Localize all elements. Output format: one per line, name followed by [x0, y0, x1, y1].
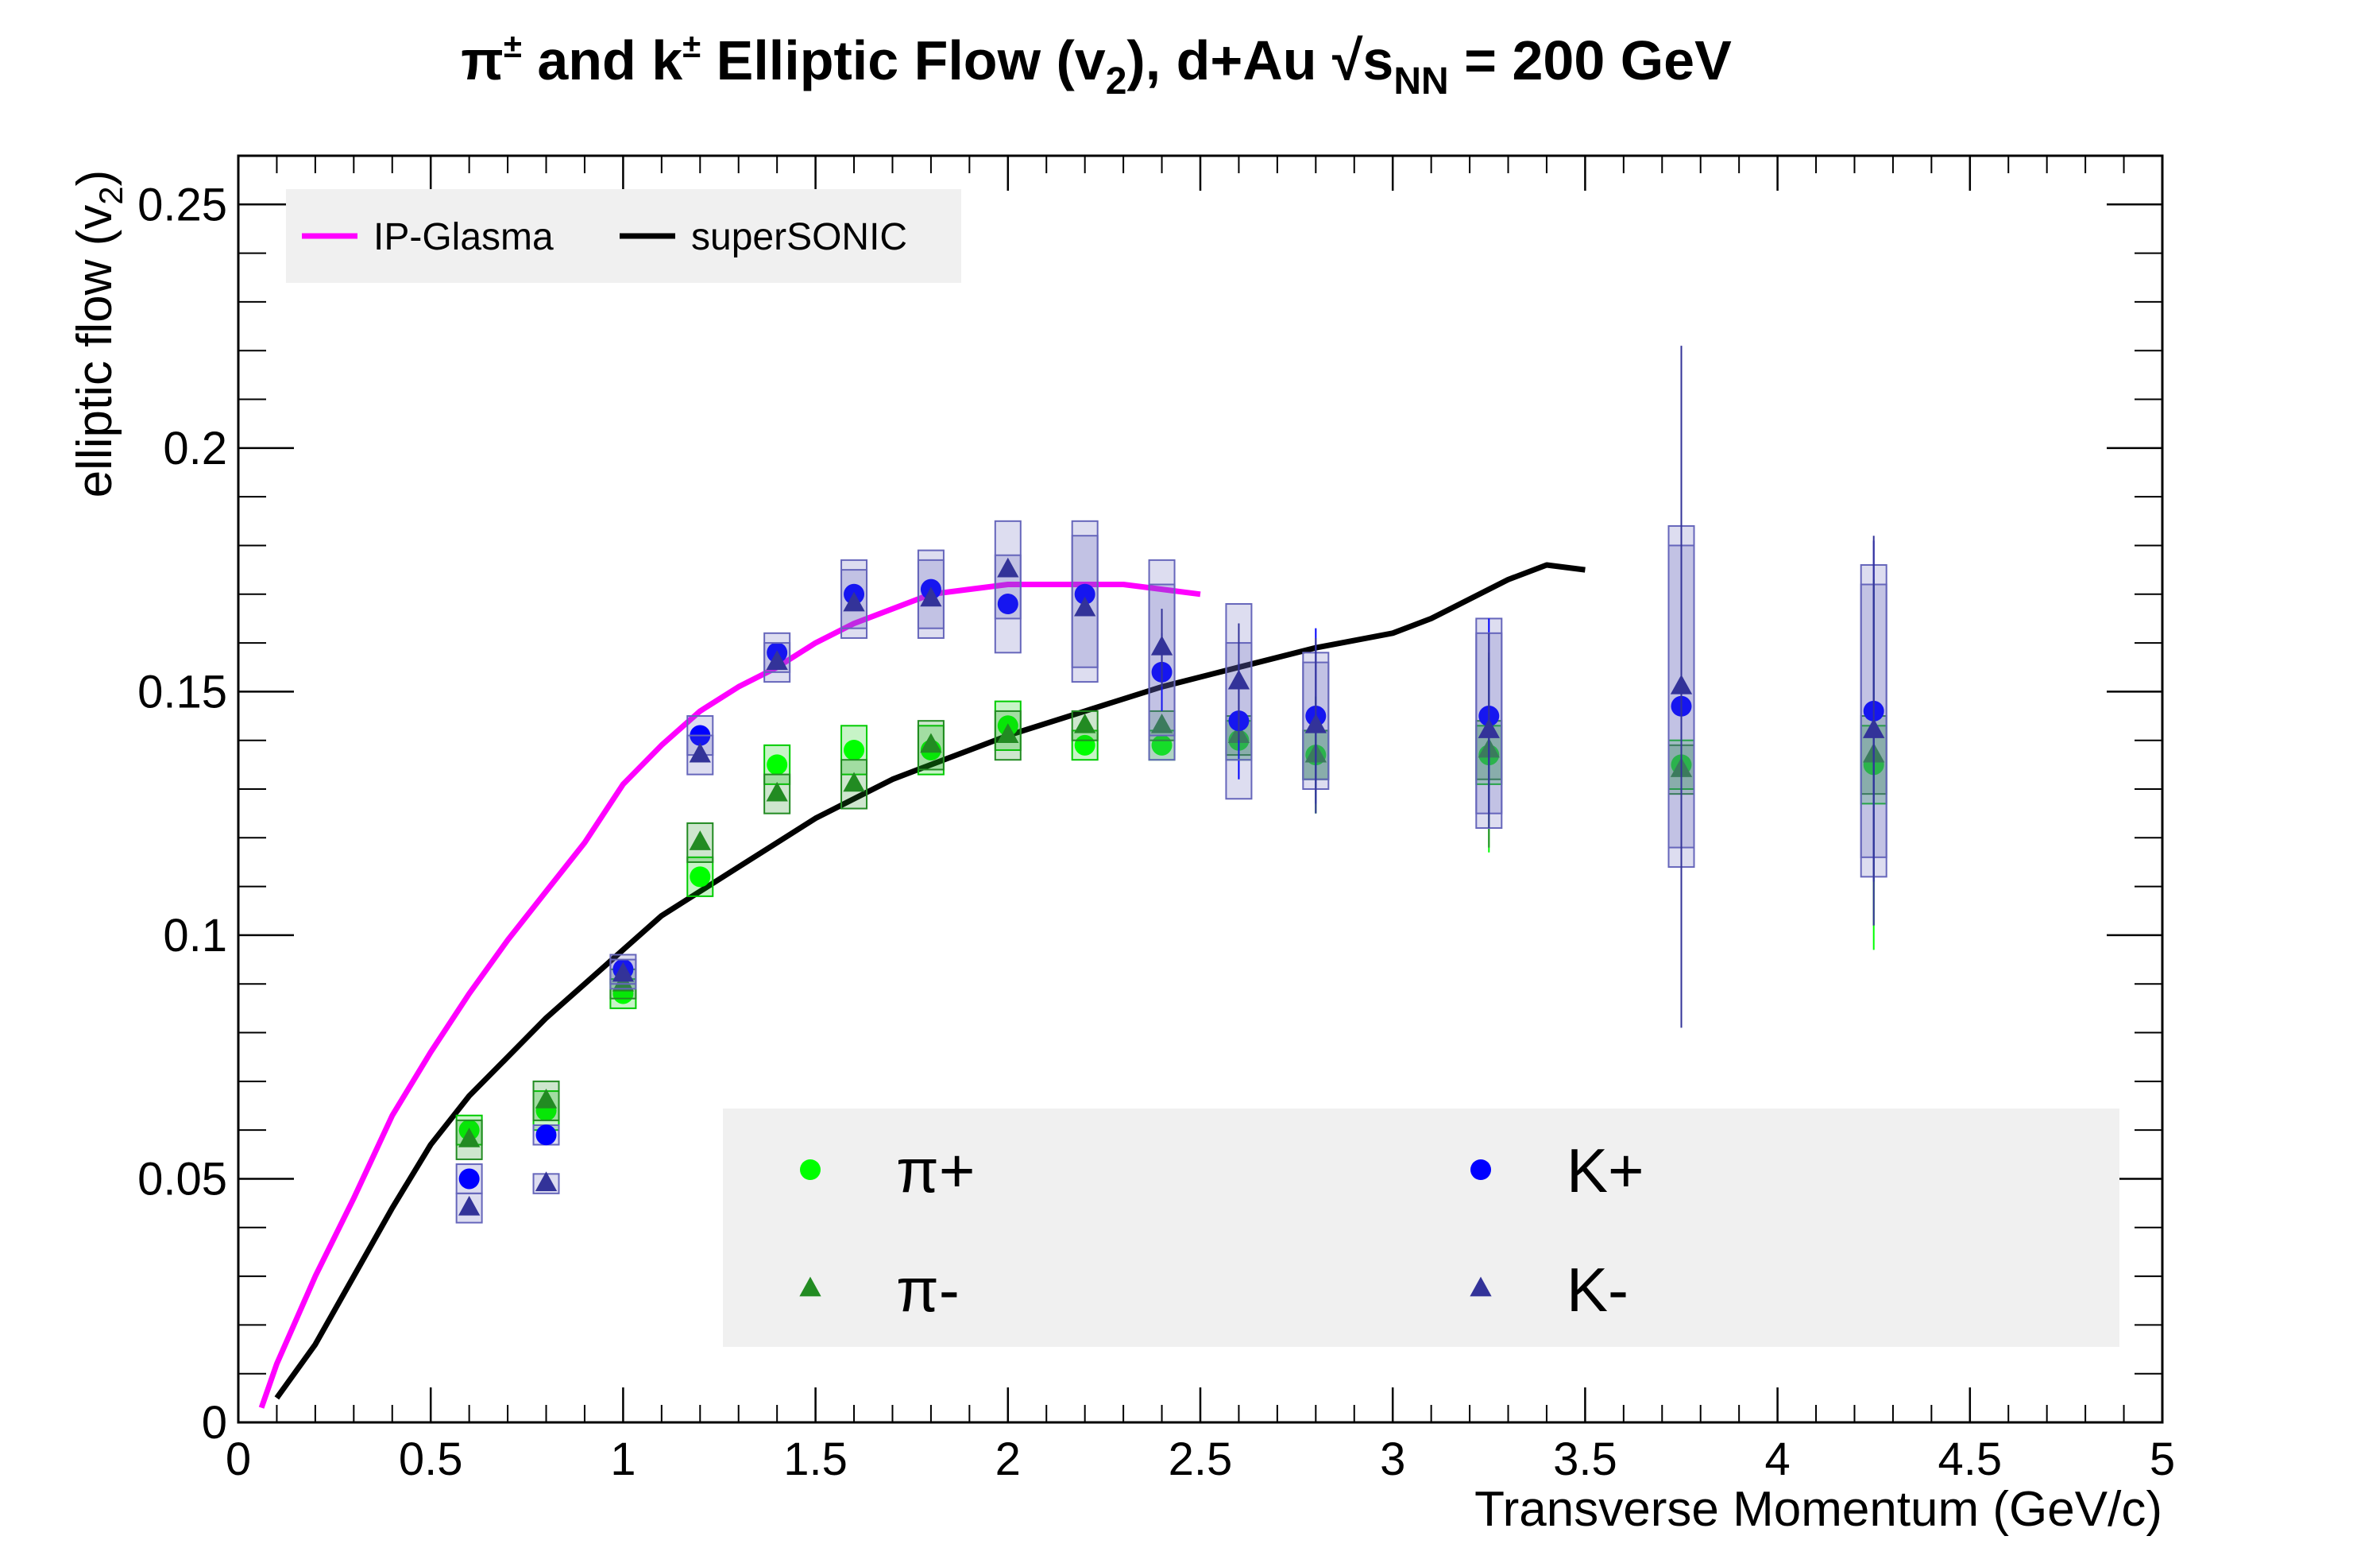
x-tick-label: 4: [1764, 1434, 1790, 1485]
data-point: [1150, 713, 1173, 733]
data-point: [690, 866, 711, 888]
legend-markers: π+ π- K+ K-: [723, 1109, 2119, 1347]
data-point: [844, 739, 865, 760]
data-point: [920, 733, 942, 753]
y-tick-label: 0.2: [163, 423, 227, 474]
data-point: [767, 754, 788, 776]
x-tick-label: 0.5: [399, 1434, 463, 1485]
y-tick-label: 0.05: [137, 1153, 227, 1205]
data-point: [766, 781, 788, 802]
legend-markers-box: [723, 1109, 2119, 1347]
data-point: [689, 830, 711, 850]
x-tick-label: 3: [1380, 1434, 1405, 1485]
curve-ip-glasma: [258, 582, 1201, 1409]
chart-title: π± and k± Elliptic Flow (v2), d+Au √sNN …: [461, 27, 1732, 103]
x-tick-label: 1: [610, 1434, 636, 1485]
y-tick-label: 0: [202, 1397, 227, 1449]
x-tick-label: 3.5: [1553, 1434, 1617, 1485]
data-point: [1670, 674, 1693, 695]
data-point: [458, 1168, 480, 1190]
legend-marker: [799, 1276, 821, 1297]
model-curves: [258, 562, 1586, 1409]
legend-curves: IP-Glasma superSONIC: [286, 189, 961, 283]
data-point: [997, 723, 1019, 743]
y-tick-label: 0.25: [137, 179, 227, 230]
data-point: [535, 1124, 557, 1146]
y-tick-label: 0.15: [137, 666, 227, 718]
data-point: [458, 1195, 481, 1216]
data-point: [997, 594, 1018, 615]
data-point: [1074, 713, 1096, 733]
series-k-minus: [455, 346, 1887, 1224]
x-tick-label: 4.5: [1938, 1434, 2002, 1485]
data-point: [1478, 718, 1500, 738]
legend-marker-label: K+: [1567, 1136, 1644, 1205]
axis-ticks: 0 0.5 1 1.5 2 2.5 3 3.5 4 4.5 5 0 0.05 0.1 0.15 0.2 0.25: [137, 155, 2175, 1485]
data-point: [843, 591, 865, 612]
x-tick-label: 5: [2150, 1434, 2175, 1485]
data-points: [455, 346, 1887, 1224]
data-point: [843, 772, 865, 792]
x-tick-label: 0: [226, 1434, 251, 1485]
data-point: [997, 557, 1019, 578]
y-axis-label: elliptic flow (v2): [68, 170, 129, 498]
data-point: [1074, 583, 1095, 605]
legend-marker-label: K-: [1567, 1255, 1629, 1325]
legend-marker: [1470, 1276, 1492, 1297]
legend-label: IP-Glasma: [373, 216, 554, 258]
legend-label: superSONIC: [691, 216, 907, 258]
data-point: [535, 1089, 558, 1109]
data-point: [1074, 596, 1096, 617]
data-point: [612, 961, 635, 982]
x-axis-label: Transverse Momentum (GeV/c): [1474, 1482, 2162, 1537]
legend-marker: [800, 1159, 821, 1180]
legend-marker-label: π-: [896, 1255, 960, 1325]
data-point: [1863, 718, 1885, 738]
curve-supersonic: [274, 562, 1586, 1400]
x-tick-label: 1.5: [783, 1434, 848, 1485]
legend-marker-label: π+: [896, 1136, 975, 1205]
legend-marker: [1470, 1159, 1491, 1180]
data-point: [535, 1171, 558, 1191]
x-tick-label: 2.5: [1169, 1434, 1233, 1485]
y-tick-label: 0.1: [163, 910, 227, 961]
data-point: [920, 586, 942, 607]
data-point: [1150, 635, 1173, 656]
data-point: [458, 1128, 481, 1147]
data-point: [1304, 713, 1327, 733]
x-tick-label: 2: [995, 1434, 1021, 1485]
data-point: [766, 650, 788, 670]
data-point: [1227, 669, 1250, 690]
data-point: [689, 742, 711, 763]
